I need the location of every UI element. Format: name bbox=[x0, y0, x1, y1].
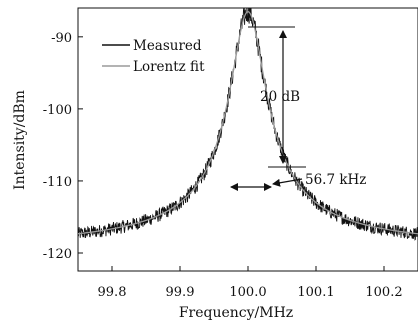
series-line-measured bbox=[77, 7, 418, 241]
y-tick-label: -100 bbox=[43, 103, 72, 118]
horizontal-arrow-leader bbox=[272, 178, 303, 187]
x-axis-label: Frequency/MHz bbox=[179, 305, 293, 320]
x-tick-label: 100.1 bbox=[297, 285, 334, 300]
annotations: 20 dB 56.7 kHz bbox=[230, 26, 366, 191]
plot-frame bbox=[77, 7, 418, 272]
y-tick-label: -90 bbox=[51, 31, 72, 46]
legend-label-measured: Measured bbox=[133, 38, 202, 54]
series-line-lorentz-fit bbox=[77, 10, 418, 235]
series-group bbox=[77, 7, 418, 241]
legend-label-lorentz: Lorentz fit bbox=[133, 59, 205, 75]
x-ticks: 99.8 99.9 100.0 100.1 100.2 bbox=[98, 266, 403, 300]
x-tick-label: 99.9 bbox=[166, 285, 195, 300]
x-tick-label: 100.0 bbox=[229, 285, 266, 300]
y-axis-label: Intensity/dBm bbox=[12, 90, 28, 190]
y-tick-label: -110 bbox=[43, 175, 72, 190]
x-tick-label: 100.2 bbox=[365, 285, 402, 300]
horizontal-arrow-label: 56.7 kHz bbox=[305, 172, 366, 188]
legend: Measured Lorentz fit bbox=[102, 38, 205, 75]
x-tick-label: 99.8 bbox=[98, 285, 127, 300]
y-ticks: -90 -100 -110 -120 bbox=[43, 31, 83, 262]
vertical-arrow-label: 20 dB bbox=[260, 89, 300, 105]
y-tick-label: -120 bbox=[43, 247, 72, 262]
